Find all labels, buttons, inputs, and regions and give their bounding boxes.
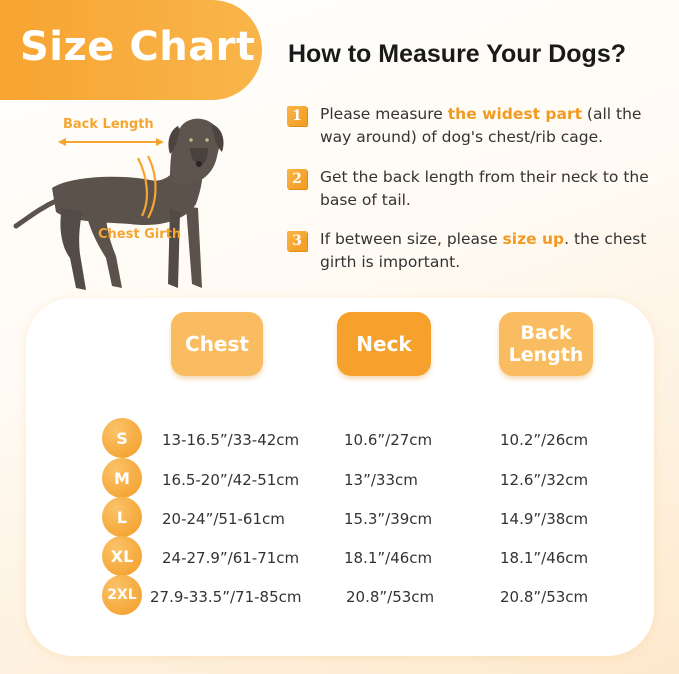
back-s: 10.2”/26cm (500, 431, 589, 449)
step-3-number: 3 (287, 231, 307, 251)
back-2xl: 20.8”/53cm (500, 588, 589, 606)
size-l-badge: L (102, 497, 142, 537)
neck-l: 15.3”/39cm (344, 510, 433, 528)
measure-heading: How to Measure Your Dogs? (288, 40, 627, 68)
step-1: 1 Please measure the widest part (all th… (287, 103, 670, 149)
step-2-number: 2 (287, 169, 307, 189)
size-chart-title: Size Chart (20, 24, 256, 70)
step-3-text: If between size, please size up. the che… (320, 230, 647, 271)
size-s-badge: S (102, 418, 142, 458)
chest-m: 16.5-20”/42-51cm (162, 471, 300, 489)
step-1-text: Please measure the widest part (all the … (320, 105, 642, 146)
dog-illustration (13, 118, 224, 290)
neck-header: Neck (337, 312, 431, 376)
back-l: 14.9”/38cm (500, 510, 589, 528)
back-m: 12.6”/32cm (500, 471, 589, 489)
chest-2xl: 27.9-33.5”/71-85cm (150, 588, 302, 606)
step-3: 3 If between size, please size up. the c… (287, 228, 670, 274)
neck-xl: 18.1”/46cm (344, 549, 433, 567)
step-2-text: Get the back length from their neck to t… (320, 168, 649, 209)
neck-m: 13”/33cm (344, 471, 418, 489)
step-2: 2 Get the back length from their neck to… (287, 166, 670, 212)
size-2xl-badge: 2XL (102, 575, 142, 615)
title-banner: Size Chart (0, 0, 262, 100)
size-xl-badge: XL (102, 536, 142, 576)
chest-l: 20-24”/51-61cm (162, 510, 285, 528)
back-xl: 18.1”/46cm (500, 549, 589, 567)
step-1-number: 1 (287, 106, 307, 126)
back-length-label: Back Length (63, 117, 154, 132)
neck-2xl: 20.8”/53cm (346, 588, 435, 606)
neck-s: 10.6”/27cm (344, 431, 433, 449)
chest-s: 13-16.5”/33-42cm (162, 431, 300, 449)
chest-girth-label: Chest Girth (98, 227, 182, 242)
back-length-header: Back Length (499, 312, 593, 376)
size-m-badge: M (102, 458, 142, 498)
chest-header: Chest (171, 312, 263, 376)
chest-xl: 24-27.9”/61-71cm (162, 549, 300, 567)
